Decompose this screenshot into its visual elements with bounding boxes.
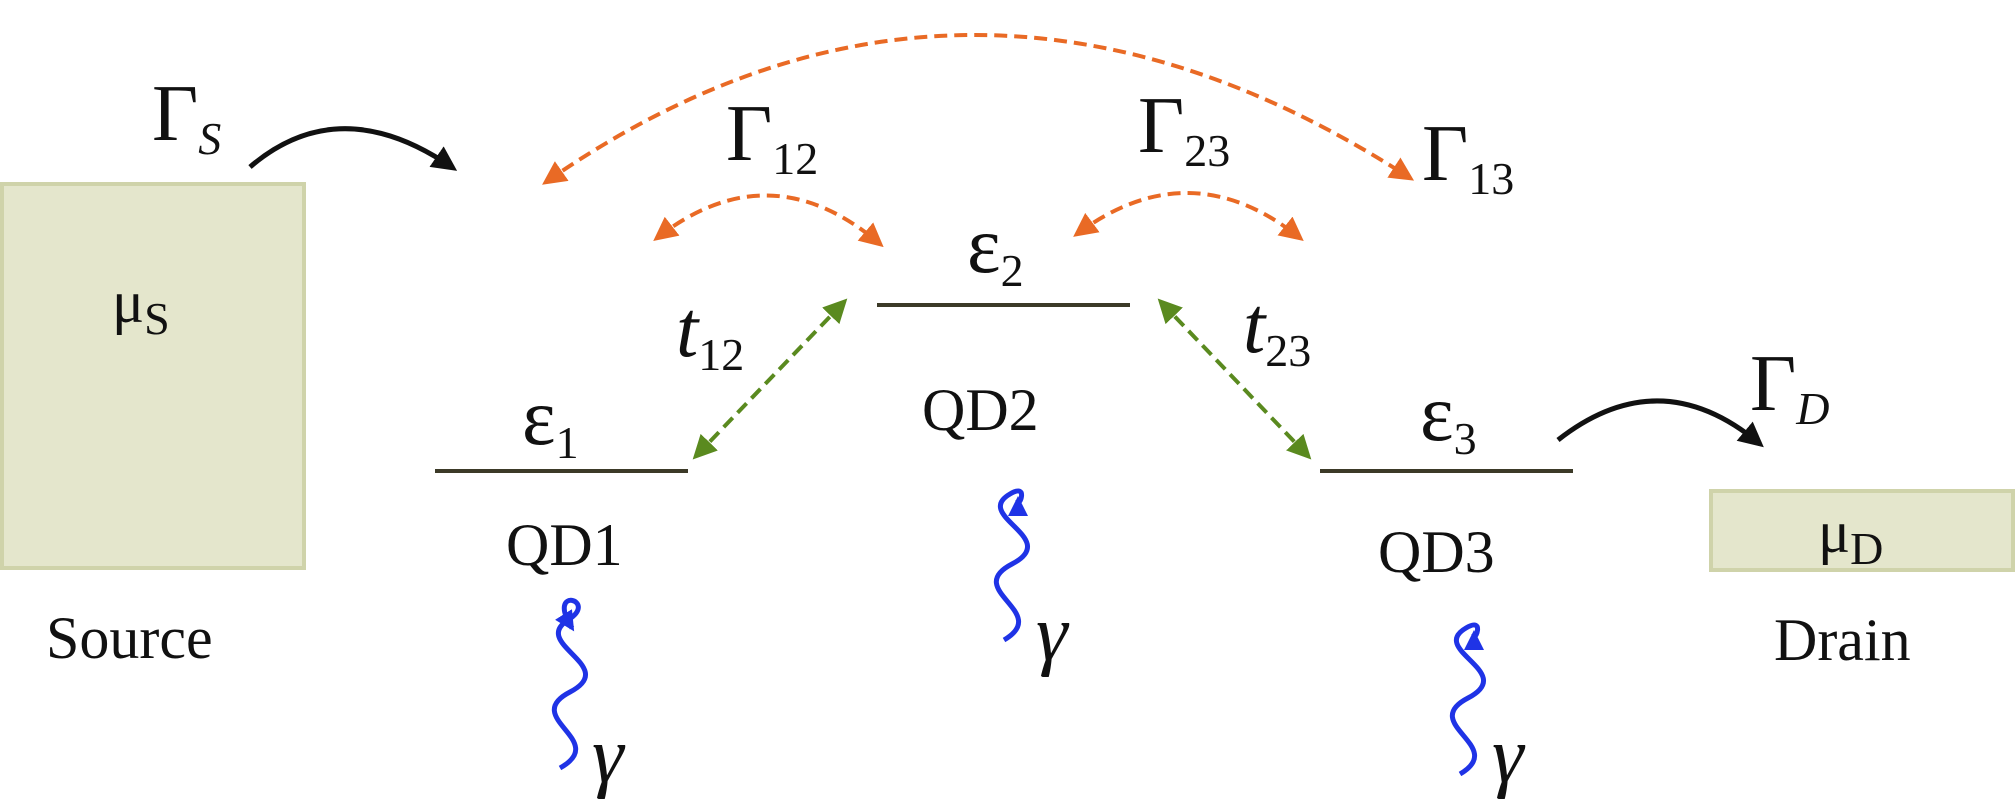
t-23-arrow [1157,298,1312,460]
gamma-23-arrow [1073,191,1304,241]
gamma-12-arrow [653,193,884,248]
drain-reservoir: μD Drain [1709,489,2015,673]
photon-1: γ [552,597,626,800]
gamma-drain-label: ΓD [1750,340,1829,434]
photon-3-gamma: γ [1492,712,1526,800]
quantum-dot-2: ε2 QD2 [877,202,1130,443]
gamma-13-arrow [542,33,1415,185]
gamma-12-label: Γ12 [726,90,818,184]
dot-label-3: QD3 [1378,519,1495,585]
photon-2: γ [994,488,1070,678]
photon-2-wavy-arrow [994,488,1030,643]
source-mu: μS [112,269,170,344]
t-12-label: t12 [676,286,744,380]
photon-3: γ [1450,622,1526,800]
drain-extraction-arrow [1556,398,1764,448]
t-12-arrow [692,298,848,460]
source-label: Source [46,605,213,671]
drain-box [1709,489,2015,572]
photon-1-wavy-arrow [552,597,588,771]
source-reservoir: μS Source [0,182,306,671]
drain-label: Drain [1774,607,1911,673]
quantum-dot-3: ε3 QD3 [1320,370,1573,585]
gamma-13-label: Γ13 [1422,110,1514,204]
source-injection-arrow [248,126,458,171]
drain-mu: μD [1818,499,1883,574]
dot-label-1: QD1 [506,512,623,578]
quantum-dot-1: ε1 QD1 [435,374,688,578]
photon-3-wavy-arrow [1450,622,1486,777]
dot-label-2: QD2 [922,377,1039,443]
gamma-source-label: ΓS [152,70,221,164]
t-23-label: t23 [1243,282,1311,376]
source-box [0,182,306,570]
gamma-23-label: Γ23 [1138,82,1230,176]
epsilon-2: ε2 [967,202,1024,296]
epsilon-1: ε1 [522,374,579,468]
photon-2-gamma: γ [1036,590,1070,678]
epsilon-3: ε3 [1420,370,1477,464]
photon-1-gamma: γ [592,712,626,800]
